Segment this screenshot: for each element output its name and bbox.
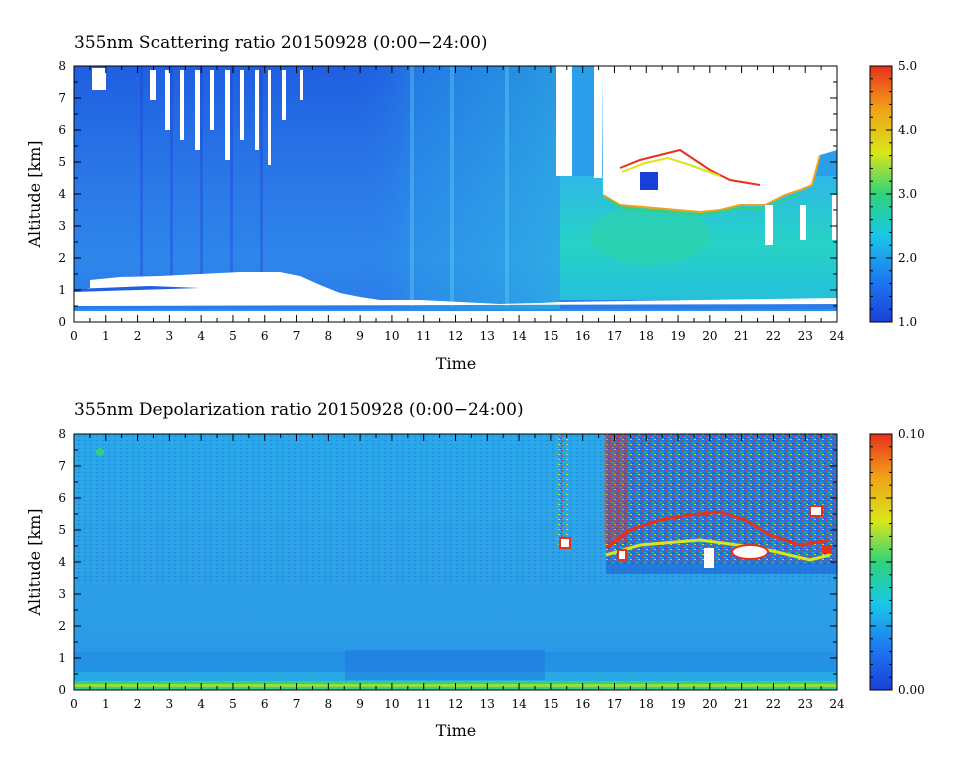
y-tick-label: 2	[58, 251, 66, 265]
depolarization-x-label: Time	[436, 721, 476, 740]
x-tick-label: 2	[134, 329, 142, 343]
x-tick-label: 6	[261, 329, 269, 343]
x-tick-label: 17	[607, 697, 622, 711]
colorbar-tick-label: 0.00	[898, 683, 925, 697]
colorbar-tick-label: 3.0	[898, 187, 917, 201]
depolarization-panel: 355nm Depolarization ratio 20150928 (0:0…	[25, 400, 925, 740]
x-tick-label: 20	[702, 329, 717, 343]
x-tick-label: 3	[166, 697, 174, 711]
x-tick-label: 6	[261, 697, 269, 711]
x-tick-label: 15	[543, 329, 558, 343]
y-tick-label: 8	[58, 59, 66, 73]
x-tick-label: 7	[293, 697, 301, 711]
x-tick-label: 3	[166, 329, 174, 343]
x-tick-label: 8	[325, 329, 333, 343]
y-tick-label: 1	[58, 651, 66, 665]
scattering-title: 355nm Scattering ratio 20150928 (0:00−24…	[74, 33, 488, 53]
x-tick-label: 5	[229, 697, 237, 711]
x-tick-label: 22	[766, 697, 781, 711]
x-tick-label: 21	[734, 329, 749, 343]
x-tick-label: 11	[416, 697, 431, 711]
x-tick-label: 9	[356, 329, 364, 343]
x-tick-label: 14	[511, 329, 527, 343]
y-tick-label: 1	[58, 283, 66, 297]
scattering-colorbar-ticks: 1.0 2.0 3.0 4.0 5.0	[870, 59, 917, 329]
x-tick-label: 4	[197, 697, 205, 711]
x-tick-label: 23	[798, 697, 813, 711]
y-tick-label: 8	[58, 427, 66, 441]
x-tick-label: 11	[416, 329, 431, 343]
scattering-heatmap	[74, 66, 837, 322]
y-tick-label: 7	[58, 91, 66, 105]
scattering-axes: 0 1 2 3 4 5 6 7 8 9 10 11 12 13 14 15 16 17 18 19 20 21 22 23 24…	[58, 59, 845, 343]
y-tick-label: 7	[58, 459, 66, 473]
x-tick-label: 13	[480, 697, 495, 711]
x-tick-label: 18	[639, 329, 654, 343]
scattering-y-label: Altitude [km]	[25, 140, 44, 248]
x-tick-label: 16	[575, 697, 590, 711]
x-tick-label: 12	[448, 697, 463, 711]
x-tick-label: 0	[70, 329, 78, 343]
x-tick-label: 12	[448, 329, 463, 343]
y-tick-label: 5	[58, 523, 66, 537]
y-tick-label: 3	[58, 219, 66, 233]
y-tick-label: 4	[58, 555, 66, 569]
colorbar-tick-label: 2.0	[898, 251, 917, 265]
y-tick-label: 3	[58, 587, 66, 601]
x-tick-label: 21	[734, 697, 749, 711]
x-tick-label: 0	[70, 697, 78, 711]
x-tick-label: 9	[356, 697, 364, 711]
x-tick-label: 19	[670, 697, 685, 711]
depolarization-y-label: Altitude [km]	[25, 508, 44, 616]
x-tick-label: 20	[702, 697, 717, 711]
x-tick-label: 1	[102, 329, 110, 343]
x-tick-label: 19	[670, 329, 685, 343]
y-tick-label: 0	[58, 683, 66, 697]
y-tick-label: 2	[58, 619, 66, 633]
scattering-x-label: Time	[436, 354, 476, 373]
depolarization-heatmap	[74, 434, 837, 690]
x-tick-label: 23	[798, 329, 813, 343]
y-tick-label: 5	[58, 155, 66, 169]
colorbar-tick-label: 4.0	[898, 123, 917, 137]
scattering-panel: 355nm Scattering ratio 20150928 (0:00−24…	[25, 33, 917, 373]
x-tick-label: 10	[384, 697, 399, 711]
y-tick-label: 0	[58, 315, 66, 329]
depolarization-colorbar-ticks: 0.00 0.10	[870, 427, 925, 697]
x-tick-label: 13	[480, 329, 495, 343]
colorbar-tick-label: 5.0	[898, 59, 917, 73]
x-tick-label: 8	[325, 697, 333, 711]
colorbar-tick-label: 0.10	[898, 427, 925, 441]
x-tick-label: 16	[575, 329, 590, 343]
x-tick-label: 2	[134, 697, 142, 711]
x-tick-label: 14	[511, 697, 527, 711]
x-tick-label: 22	[766, 329, 781, 343]
colorbar-tick-label: 1.0	[898, 315, 917, 329]
x-tick-label: 17	[607, 329, 622, 343]
x-tick-label: 24	[829, 329, 845, 343]
depolarization-axes: 0 1 2 3 4 5 6 7 8 9 10 11 12 13 14 15 16 17 18 19 20 21 22 23 24…	[58, 427, 845, 711]
x-tick-label: 5	[229, 329, 237, 343]
x-tick-label: 7	[293, 329, 301, 343]
x-tick-label: 18	[639, 697, 654, 711]
x-tick-label: 24	[829, 697, 845, 711]
x-tick-label: 1	[102, 697, 110, 711]
y-tick-label: 4	[58, 187, 66, 201]
depolarization-title: 355nm Depolarization ratio 20150928 (0:0…	[74, 400, 524, 420]
x-tick-label: 4	[197, 329, 205, 343]
x-tick-label: 10	[384, 329, 399, 343]
y-tick-label: 6	[58, 123, 66, 137]
x-tick-label: 15	[543, 697, 558, 711]
y-tick-label: 6	[58, 491, 66, 505]
